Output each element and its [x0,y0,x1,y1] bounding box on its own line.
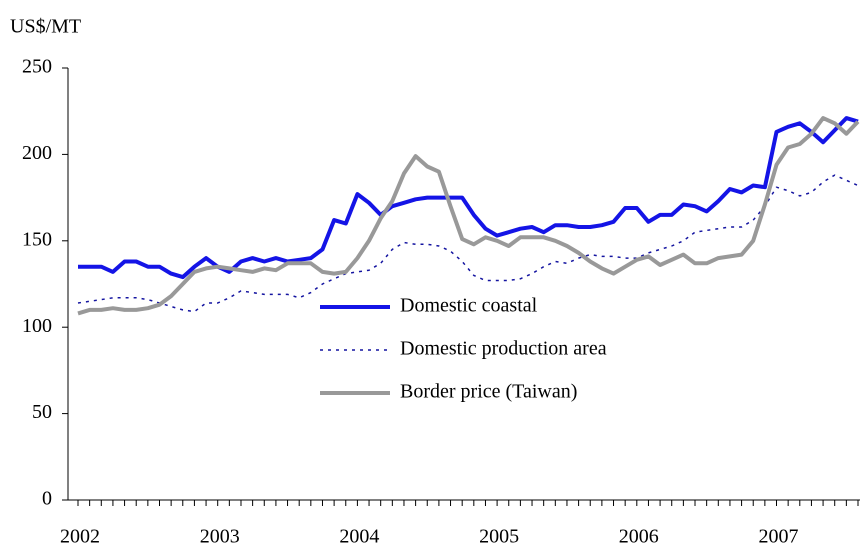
y-tick-label: 100 [22,315,52,337]
y-tick-label: 150 [22,228,52,250]
series-line [77,116,860,316]
x-tick-label: 2006 [619,526,659,548]
x-tick-label: 2003 [200,526,240,548]
y-tick-label: 0 [42,488,52,510]
x-tick-label: 2007 [759,526,799,548]
x-tick-label: 2004 [339,526,379,548]
x-tick-label: 2005 [479,526,519,548]
y-axis-label: US$/MT [10,16,81,38]
y-tick-label: 50 [32,401,52,423]
legend-label: Domestic coastal [400,295,538,317]
legend-label: Border price (Taiwan) [400,381,577,403]
legend-label: Domestic production area [400,338,607,360]
series-line [78,116,859,280]
x-tick-label: 2002 [60,526,100,548]
y-tick-label: 250 [22,56,52,78]
y-tick-label: 200 [22,142,52,164]
